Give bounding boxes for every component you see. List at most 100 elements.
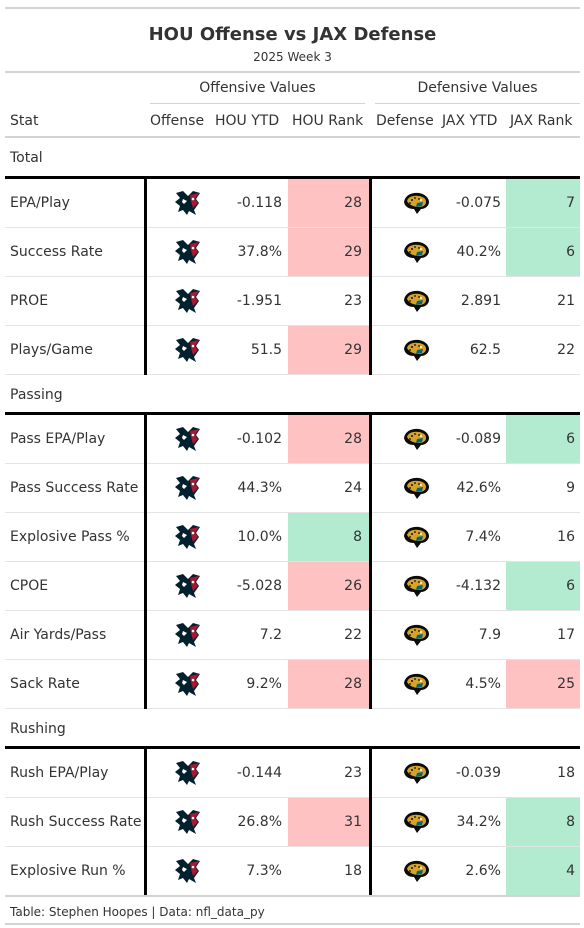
jax-rank-value: 17 bbox=[557, 627, 575, 643]
texans-logo-icon bbox=[174, 239, 202, 265]
table-row: Success Rate 37.8% 29 40.2% 6 bbox=[5, 228, 580, 277]
row-divider bbox=[5, 610, 580, 611]
stat-name: Plays/Game bbox=[10, 342, 93, 358]
texans-logo-icon bbox=[174, 337, 202, 363]
jax-rank-shade bbox=[506, 611, 580, 659]
jax-ytd-value: -4.132 bbox=[455, 578, 501, 594]
jax-ytd-value: 34.2% bbox=[456, 814, 501, 830]
group-label-total: Total bbox=[10, 150, 43, 166]
stat-name: EPA/Play bbox=[10, 195, 70, 211]
table-row: Explosive Run % 7.3% 18 2.6% 4 bbox=[5, 847, 580, 896]
jax-rank-value: 7 bbox=[566, 195, 575, 211]
jax-rank-shade bbox=[506, 277, 580, 325]
hou-ytd-value: -1.951 bbox=[236, 293, 282, 309]
jaguars-logo-icon bbox=[402, 239, 430, 265]
table-footer: Table: Stephen Hoopes | Data: nfl_data_p… bbox=[10, 905, 265, 919]
jax-ytd-value: 7.9 bbox=[478, 627, 501, 643]
jax-ytd-value: -0.039 bbox=[455, 765, 501, 781]
spanner-offensive-values: Offensive Values bbox=[199, 80, 316, 96]
col-header-defense: Defense bbox=[376, 113, 434, 129]
jax-ytd-value: 2.6% bbox=[465, 863, 501, 879]
hou-ytd-value: -0.118 bbox=[236, 195, 282, 211]
group-top-rule bbox=[5, 176, 580, 179]
jax-rank-shade bbox=[506, 326, 580, 374]
row-divider bbox=[5, 708, 580, 709]
jax-rank-shade bbox=[506, 847, 580, 895]
row-divider bbox=[5, 374, 580, 375]
hou-ytd-value: 7.3% bbox=[246, 863, 282, 879]
hou-rank-shade bbox=[288, 847, 369, 895]
jax-rank-shade bbox=[506, 660, 580, 708]
texans-logo-icon bbox=[174, 426, 202, 452]
jax-ytd-value: 2.891 bbox=[460, 293, 501, 309]
hou-rank-value: 29 bbox=[344, 342, 362, 358]
jax-rank-shade bbox=[506, 749, 580, 797]
hou-rank-shade bbox=[288, 513, 369, 561]
jaguars-logo-icon bbox=[402, 190, 430, 216]
texans-logo-icon bbox=[174, 671, 202, 697]
hou-ytd-value: -5.028 bbox=[236, 578, 282, 594]
offense-column-divider bbox=[144, 749, 147, 896]
row-divider bbox=[5, 512, 580, 513]
jaguars-logo-icon bbox=[402, 524, 430, 550]
jax-rank-value: 8 bbox=[566, 814, 575, 830]
col-header-offense: Offense bbox=[150, 113, 205, 129]
table-row: Rush Success Rate 26.8% 31 34.2% 8 bbox=[5, 798, 580, 847]
table-row: Sack Rate 9.2% 28 4.5% 25 bbox=[5, 660, 580, 709]
texans-logo-icon bbox=[174, 190, 202, 216]
jax-rank-value: 25 bbox=[557, 676, 575, 692]
texans-logo-icon bbox=[174, 573, 202, 599]
table-row: Pass EPA/Play -0.102 28 -0.089 6 bbox=[5, 415, 580, 464]
texans-logo-icon bbox=[174, 622, 202, 648]
texans-logo-icon bbox=[174, 524, 202, 550]
table-bottom-rule bbox=[5, 895, 580, 897]
jax-ytd-value: -0.075 bbox=[455, 195, 501, 211]
jax-rank-value: 9 bbox=[566, 480, 575, 496]
jax-ytd-value: 42.6% bbox=[456, 480, 501, 496]
hou-rank-shade bbox=[288, 179, 369, 227]
jax-rank-value: 6 bbox=[566, 578, 575, 594]
hou-rank-value: 22 bbox=[344, 627, 362, 643]
jax-rank-shade bbox=[506, 228, 580, 276]
comparison-table: HOU Offense vs JAX Defense 2025 Week 3 O… bbox=[5, 7, 580, 925]
col-header-jax-ytd: JAX YTD bbox=[442, 113, 498, 129]
stat-name: Explosive Run % bbox=[10, 863, 126, 879]
col-header-stat: Stat bbox=[10, 113, 39, 129]
jax-rank-shade bbox=[506, 415, 580, 463]
hou-rank-shade bbox=[288, 749, 369, 797]
jaguars-logo-icon bbox=[402, 858, 430, 884]
hou-rank-shade bbox=[288, 228, 369, 276]
col-header-jax-rank: JAX Rank bbox=[510, 113, 573, 129]
jax-ytd-value: 40.2% bbox=[456, 244, 501, 260]
table-row: EPA/Play -0.118 28 -0.075 7 bbox=[5, 179, 580, 228]
jaguars-logo-icon bbox=[402, 622, 430, 648]
table-row: Rush EPA/Play -0.144 23 -0.039 18 bbox=[5, 749, 580, 798]
table-row: CPOE -5.028 26 -4.132 6 bbox=[5, 562, 580, 611]
hou-ytd-value: 9.2% bbox=[246, 676, 282, 692]
jax-rank-shade bbox=[506, 798, 580, 846]
stat-name: Success Rate bbox=[10, 244, 103, 260]
table-row: Plays/Game 51.5 29 62.5 22 bbox=[5, 326, 580, 375]
hou-rank-shade bbox=[288, 326, 369, 374]
jax-rank-shade bbox=[506, 513, 580, 561]
stat-name: Explosive Pass % bbox=[10, 529, 130, 545]
jax-ytd-value: 7.4% bbox=[465, 529, 501, 545]
jax-rank-shade bbox=[506, 179, 580, 227]
hou-ytd-value: -0.102 bbox=[236, 431, 282, 447]
stat-name: PROE bbox=[10, 293, 49, 309]
row-divider bbox=[5, 561, 580, 562]
hou-rank-value: 23 bbox=[344, 293, 362, 309]
row-divider bbox=[5, 227, 580, 228]
texans-logo-icon bbox=[174, 858, 202, 884]
hou-rank-value: 26 bbox=[344, 578, 362, 594]
col-header-hou-rank: HOU Rank bbox=[292, 113, 364, 129]
hou-rank-shade bbox=[288, 660, 369, 708]
jax-rank-value: 6 bbox=[566, 431, 575, 447]
row-divider bbox=[5, 846, 580, 847]
table-row: Pass Success Rate 44.3% 24 42.6% 9 bbox=[5, 464, 580, 513]
hou-rank-shade bbox=[288, 464, 369, 512]
hou-rank-shade bbox=[288, 562, 369, 610]
jax-rank-value: 4 bbox=[566, 863, 575, 879]
hou-rank-shade bbox=[288, 798, 369, 846]
offense-column-divider bbox=[144, 179, 147, 375]
